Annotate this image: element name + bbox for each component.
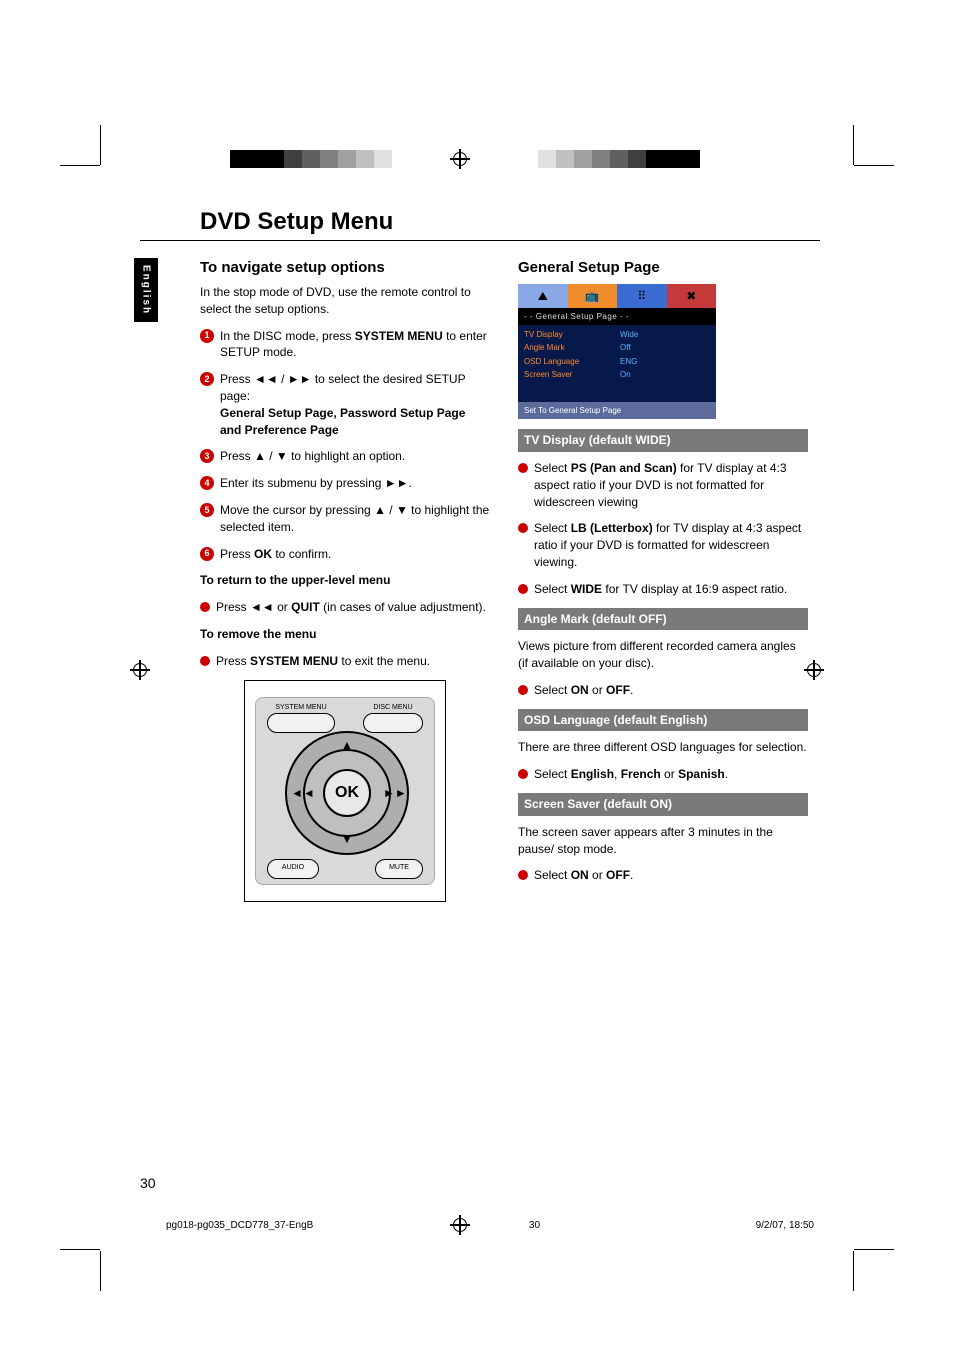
bullet-icon [200,602,210,612]
footer: pg018-pg035_DCD778_37-EngB 30 9/2/07, 18… [166,1220,814,1231]
page-number: 30 [140,1175,156,1191]
step-badge: 3 [200,449,214,463]
page-title: DVD Setup Menu [200,208,820,236]
bullet-icon [200,656,210,666]
step-badge: 1 [200,329,214,343]
bullet-icon [518,769,528,779]
step-badge: 5 [200,503,214,517]
step-text: Enter its submenu by pressing ►►. [220,475,490,492]
setup-panel-footer: Set To General Setup Page [518,402,716,419]
footer-file: pg018-pg035_DCD778_37-EngB [166,1220,313,1231]
return-heading: To return to the upper-level menu [200,572,490,589]
setup-row: Screen SaverOn [524,369,710,380]
step-badge: 2 [200,372,214,386]
bullet-text: Select PS (Pan and Scan) for TV display … [534,460,808,510]
rewind-icon: ◄◄ [291,785,315,802]
registration-bar-right [520,150,700,168]
section-band: TV Display (default WIDE) [518,429,808,452]
bullet-text: Select WIDE for TV display at 16:9 aspec… [534,581,808,598]
registration-cross [450,149,470,169]
bullet-text: Select ON or OFF. [534,867,808,884]
step-text: Press OK to confirm. [220,546,490,563]
general-setup-heading: General Setup Page [518,257,808,278]
bullet-icon [518,685,528,695]
step-text: Press ▲ / ▼ to highlight an option. [220,448,490,465]
bullet-icon [518,463,528,473]
bullet-icon [518,523,528,533]
navigate-heading: To navigate setup options [200,257,490,278]
return-text: Press ◄◄ or QUIT (in cases of value adju… [216,599,490,616]
bullet-text: Select ON or OFF. [534,682,808,699]
footer-date: 9/2/07, 18:50 [756,1220,814,1231]
up-arrow-icon: ▲ [341,737,353,754]
title-rule [140,240,820,241]
forward-icon: ►► [383,785,407,802]
setup-panel-header: - - General Setup Page - - [518,308,716,325]
remove-heading: To remove the menu [200,626,490,643]
setup-tab: ✖ [667,284,717,308]
step-text: Press ◄◄ / ►► to select the desired SETU… [220,371,490,438]
footer-page: 30 [529,1220,540,1231]
remove-text: Press SYSTEM MENU to exit the menu. [216,653,490,670]
setup-tab: 📺 [568,284,618,308]
system-menu-label: SYSTEM MENU [268,704,334,712]
section-band: Screen Saver (default ON) [518,793,808,816]
section-lead: The screen saver appears after 3 minutes… [518,824,808,858]
remote-illustration: SYSTEM MENU DISC MENU OK ▲ ▼ ◄◄ ►► AUDIO [244,680,446,902]
setup-tab: ⛰ [518,284,568,308]
navigate-intro: In the stop mode of DVD, use the remote … [200,284,490,318]
setup-row: OSD LanguageENG [524,356,710,367]
section-band: Angle Mark (default OFF) [518,608,808,631]
setup-row: Angle MarkOff [524,342,710,353]
right-column: General Setup Page ⛰📺⠿✖ - - General Setu… [518,257,808,902]
left-column: To navigate setup options In the stop mo… [200,257,490,902]
down-arrow-icon: ▼ [341,831,353,848]
audio-label: AUDIO [268,864,318,872]
disc-menu-label: DISC MENU [364,704,422,712]
ok-label: OK [335,782,359,804]
language-tab: English [134,258,158,322]
setup-screenshot: ⛰📺⠿✖ - - General Setup Page - - TV Displ… [518,284,716,419]
step-badge: 4 [200,476,214,490]
bullet-icon [518,584,528,594]
step-text: In the DISC mode, press SYSTEM MENU to e… [220,328,490,362]
bullet-text: Select LB (Letterbox) for TV display at … [534,520,808,570]
mute-label: MUTE [376,864,422,872]
section-band: OSD Language (default English) [518,709,808,732]
registration-bar-left [230,150,410,168]
bullet-text: Select English, French or Spanish. [534,766,808,783]
step-text: Move the cursor by pressing ▲ / ▼ to hig… [220,502,490,536]
section-lead: Views picture from different recorded ca… [518,638,808,672]
setup-row: TV DisplayWide [524,329,710,340]
section-lead: There are three different OSD languages … [518,739,808,756]
bullet-icon [518,870,528,880]
step-badge: 6 [200,547,214,561]
setup-tab: ⠿ [617,284,667,308]
